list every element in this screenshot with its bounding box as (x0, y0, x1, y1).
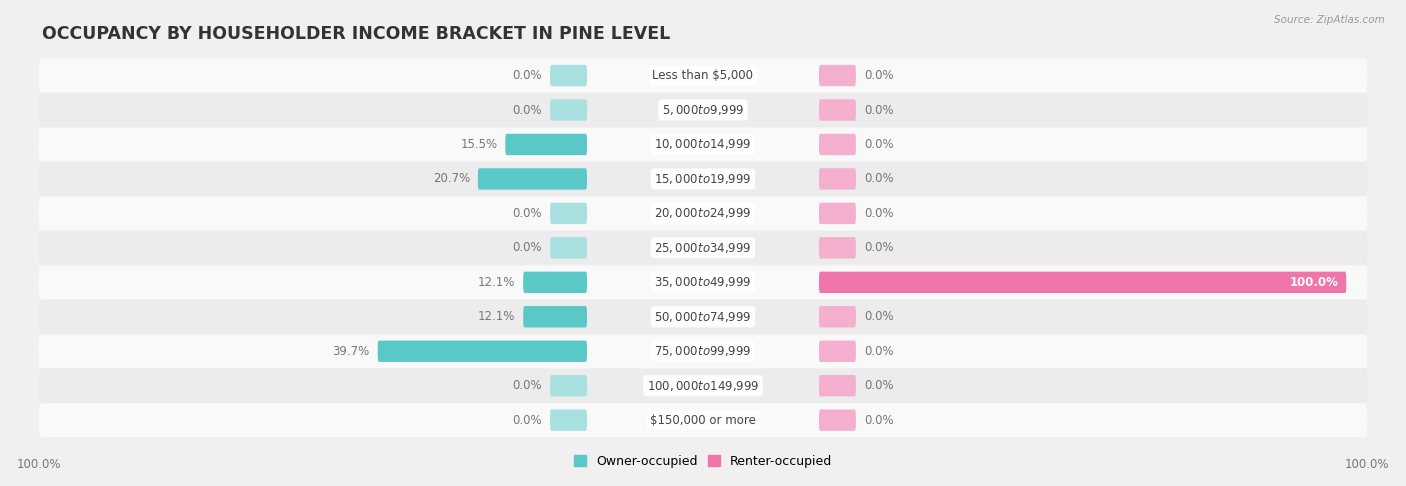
Text: $35,000 to $49,999: $35,000 to $49,999 (654, 276, 752, 289)
FancyBboxPatch shape (550, 375, 588, 397)
FancyBboxPatch shape (818, 99, 856, 121)
FancyBboxPatch shape (378, 341, 588, 362)
Text: 0.0%: 0.0% (513, 69, 543, 82)
FancyBboxPatch shape (818, 375, 856, 397)
Text: 0.0%: 0.0% (513, 207, 543, 220)
Text: 39.7%: 39.7% (333, 345, 370, 358)
FancyBboxPatch shape (550, 203, 588, 224)
FancyBboxPatch shape (818, 272, 1347, 293)
FancyBboxPatch shape (505, 134, 588, 155)
Text: 0.0%: 0.0% (863, 414, 893, 427)
FancyBboxPatch shape (818, 237, 856, 259)
Text: $150,000 or more: $150,000 or more (650, 414, 756, 427)
Text: $20,000 to $24,999: $20,000 to $24,999 (654, 207, 752, 220)
Text: 0.0%: 0.0% (863, 207, 893, 220)
FancyBboxPatch shape (550, 410, 588, 431)
FancyBboxPatch shape (38, 300, 1367, 334)
Text: $10,000 to $14,999: $10,000 to $14,999 (654, 138, 752, 152)
Text: 0.0%: 0.0% (513, 104, 543, 117)
FancyBboxPatch shape (818, 410, 856, 431)
Text: 20.7%: 20.7% (433, 173, 470, 186)
FancyBboxPatch shape (38, 162, 1367, 196)
FancyBboxPatch shape (38, 369, 1367, 402)
Text: 0.0%: 0.0% (863, 138, 893, 151)
Text: 0.0%: 0.0% (863, 345, 893, 358)
FancyBboxPatch shape (523, 306, 588, 328)
Text: 0.0%: 0.0% (863, 310, 893, 323)
Text: 0.0%: 0.0% (863, 379, 893, 392)
FancyBboxPatch shape (38, 128, 1367, 161)
FancyBboxPatch shape (38, 196, 1367, 230)
Text: 0.0%: 0.0% (513, 242, 543, 254)
Text: $15,000 to $19,999: $15,000 to $19,999 (654, 172, 752, 186)
Text: $25,000 to $34,999: $25,000 to $34,999 (654, 241, 752, 255)
Text: Source: ZipAtlas.com: Source: ZipAtlas.com (1274, 15, 1385, 25)
Legend: Owner-occupied, Renter-occupied: Owner-occupied, Renter-occupied (568, 450, 838, 473)
FancyBboxPatch shape (550, 99, 588, 121)
Text: 100.0%: 100.0% (17, 458, 62, 471)
FancyBboxPatch shape (38, 231, 1367, 265)
Text: 0.0%: 0.0% (513, 379, 543, 392)
FancyBboxPatch shape (818, 134, 856, 155)
FancyBboxPatch shape (38, 265, 1367, 299)
FancyBboxPatch shape (38, 403, 1367, 437)
FancyBboxPatch shape (550, 65, 588, 86)
FancyBboxPatch shape (38, 334, 1367, 368)
FancyBboxPatch shape (550, 237, 588, 259)
FancyBboxPatch shape (818, 168, 856, 190)
FancyBboxPatch shape (818, 306, 856, 328)
Text: 0.0%: 0.0% (863, 173, 893, 186)
FancyBboxPatch shape (478, 168, 588, 190)
Text: 0.0%: 0.0% (863, 104, 893, 117)
Text: OCCUPANCY BY HOUSEHOLDER INCOME BRACKET IN PINE LEVEL: OCCUPANCY BY HOUSEHOLDER INCOME BRACKET … (42, 25, 669, 43)
Text: $50,000 to $74,999: $50,000 to $74,999 (654, 310, 752, 324)
Text: 100.0%: 100.0% (1289, 276, 1339, 289)
FancyBboxPatch shape (38, 59, 1367, 92)
Text: $5,000 to $9,999: $5,000 to $9,999 (662, 103, 744, 117)
Text: 100.0%: 100.0% (1344, 458, 1389, 471)
Text: 12.1%: 12.1% (478, 310, 515, 323)
Text: 15.5%: 15.5% (460, 138, 498, 151)
Text: 12.1%: 12.1% (478, 276, 515, 289)
Text: $100,000 to $149,999: $100,000 to $149,999 (647, 379, 759, 393)
Text: 0.0%: 0.0% (863, 242, 893, 254)
FancyBboxPatch shape (523, 272, 588, 293)
Text: 0.0%: 0.0% (513, 414, 543, 427)
Text: Less than $5,000: Less than $5,000 (652, 69, 754, 82)
FancyBboxPatch shape (38, 93, 1367, 127)
FancyBboxPatch shape (818, 341, 856, 362)
FancyBboxPatch shape (818, 65, 856, 86)
Text: 0.0%: 0.0% (863, 69, 893, 82)
FancyBboxPatch shape (818, 203, 856, 224)
Text: $75,000 to $99,999: $75,000 to $99,999 (654, 344, 752, 358)
